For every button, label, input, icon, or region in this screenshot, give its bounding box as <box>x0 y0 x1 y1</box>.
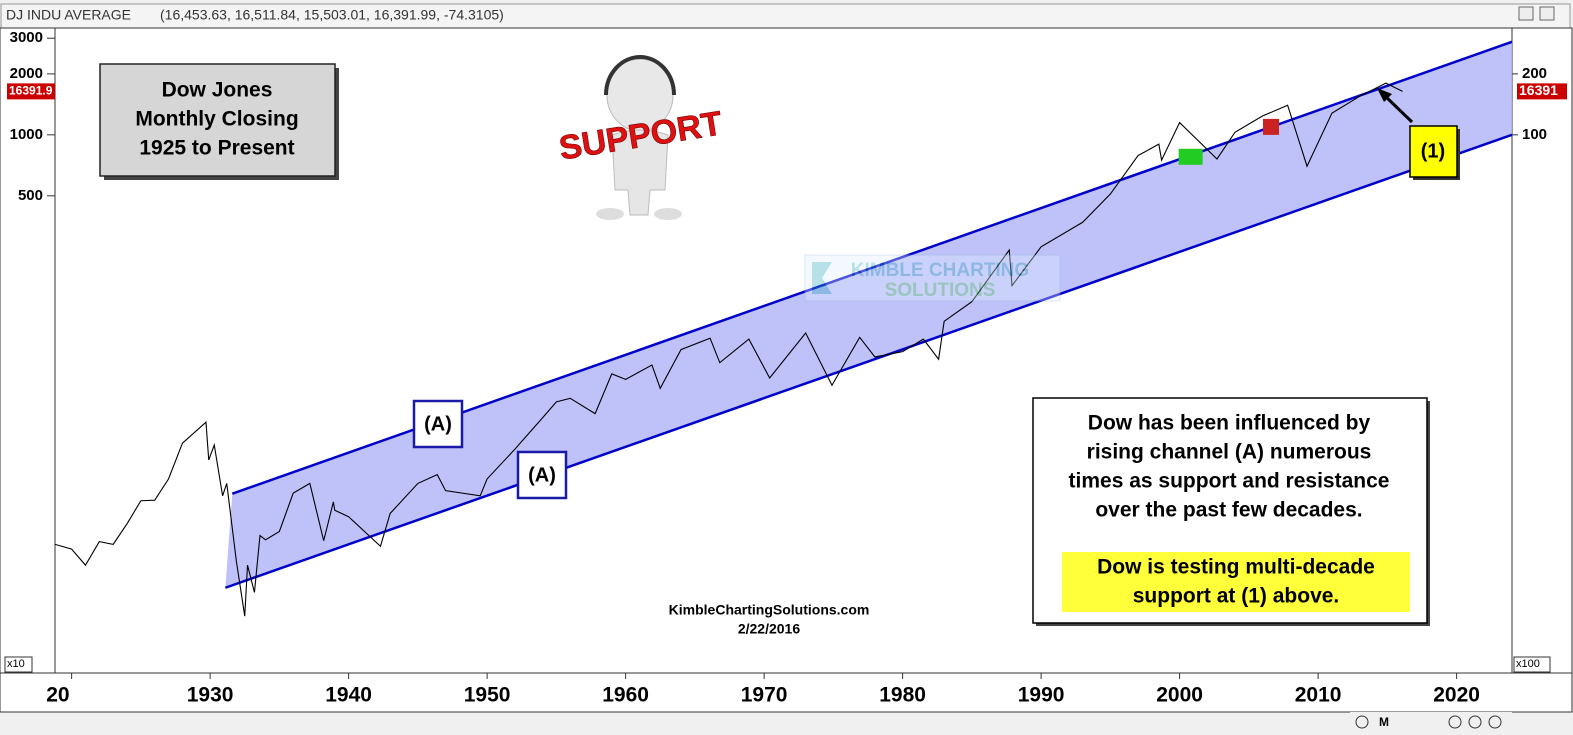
note-line: rising channel (A) numerous <box>1087 441 1372 464</box>
y2-multiplier: x100 <box>1516 658 1540 670</box>
y2-multiplier-box <box>1513 656 1551 673</box>
x-tick-label: 1980 <box>879 684 926 707</box>
y2-tick-label: 100 <box>1522 126 1547 143</box>
highlight-line: Dow is testing multi-decade <box>1097 556 1375 579</box>
x-axis: 20 1930 1940 1950 1960 1970 1980 1990 2000 2010 20… <box>46 673 1480 707</box>
restore-button[interactable] <box>1518 6 1534 21</box>
x-axis-area <box>0 672 1573 713</box>
close-button[interactable] <box>1539 6 1555 21</box>
y-tick-label: 2000 <box>10 65 43 82</box>
left-axis-area <box>0 27 56 674</box>
watermark-text: SOLUTIONS <box>885 280 996 301</box>
highlight-box <box>1062 552 1410 612</box>
watermark-text: KIMBLE CHARTING <box>851 260 1029 281</box>
channel-label: (A) <box>528 464 556 486</box>
note-line: times as support and resistance <box>1069 470 1390 493</box>
series-name: DJ INDU AVERAGE <box>6 7 131 23</box>
marker <box>1263 118 1280 135</box>
toolbar-m[interactable]: M <box>1379 715 1389 729</box>
header-values: (16,453.63, 16,511.84, 15,503.01, 16,391… <box>160 7 504 23</box>
point-label: (1) <box>1421 140 1445 162</box>
y-multiplier: x10 <box>7 658 25 670</box>
channel-label-box <box>516 450 568 500</box>
arrow <box>1382 93 1414 124</box>
date: 2/22/2016 <box>738 621 800 637</box>
price-line <box>55 82 1403 617</box>
x-tick-label: 1940 <box>325 684 372 707</box>
y2-tick-label: 200 <box>1522 65 1547 82</box>
y-tick-label: 3000 <box>10 29 43 46</box>
y-tick-label: 500 <box>18 187 43 204</box>
x-tick-label: 1930 <box>187 684 234 707</box>
watermark-logo <box>812 262 832 294</box>
title-box <box>99 63 336 177</box>
zoom-out-button[interactable] <box>1448 715 1462 729</box>
right-axis-area <box>1511 27 1573 674</box>
figure-body <box>611 129 669 216</box>
figure-foot <box>596 208 624 220</box>
figure-headset <box>604 55 676 96</box>
title-line: Monthly Closing <box>135 108 298 131</box>
note-line: Dow has been influenced by <box>1088 412 1371 435</box>
x-tick-label: 2010 <box>1295 684 1342 707</box>
marker <box>1178 148 1203 165</box>
arrowhead <box>1377 88 1392 102</box>
y-multiplier-box <box>4 656 33 673</box>
title-line: 1925 to Present <box>139 137 294 160</box>
x-tick-label: 2020 <box>1433 684 1480 707</box>
watermark-box <box>804 254 1061 302</box>
highlight-line: support at (1) above. <box>1133 585 1340 608</box>
header-bar <box>0 3 1571 29</box>
refresh-button[interactable] <box>1355 715 1369 729</box>
reset-button[interactable] <box>1488 715 1502 729</box>
zoom-in-button[interactable] <box>1468 715 1482 729</box>
x-tick-label: 1950 <box>464 684 511 707</box>
toolbar: M <box>1350 712 1512 734</box>
channel-lower <box>224 133 1512 589</box>
x-tick-label: 1990 <box>1018 684 1065 707</box>
source: KimbleChartingSolutions.com <box>669 602 870 618</box>
last-price-box <box>7 83 55 100</box>
x-tick-label: 1970 <box>741 684 788 707</box>
figure-foot <box>654 208 682 220</box>
channel-label: (A) <box>424 413 452 435</box>
toolbar-bg <box>1350 712 1512 734</box>
point-label-box <box>1409 125 1458 178</box>
channel-label-box <box>412 399 464 449</box>
note-line: over the past few decades. <box>1095 499 1362 522</box>
x-tick-label: 20 <box>46 684 69 707</box>
x-tick-label: 1960 <box>602 684 649 707</box>
last-price-box <box>1517 83 1567 100</box>
title-line: Dow Jones <box>162 79 273 102</box>
last-price-label: 16391.9 <box>9 84 53 98</box>
y-tick-label: 1000 <box>10 126 43 143</box>
x-tick-label: 2000 <box>1156 684 1203 707</box>
last-price-label: 16391 <box>1519 82 1558 98</box>
